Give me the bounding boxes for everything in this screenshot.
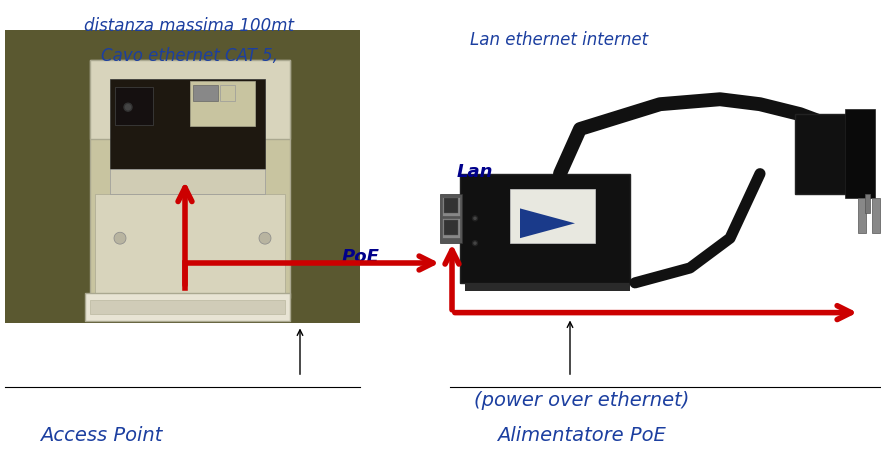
Bar [193, 86, 218, 101]
Bar [85, 293, 290, 320]
Bar [90, 300, 285, 314]
Bar [858, 198, 866, 233]
Ellipse shape [114, 232, 126, 244]
Bar [220, 86, 235, 101]
Bar [95, 194, 285, 293]
Bar [444, 198, 458, 213]
Text: Access Point: Access Point [41, 427, 162, 446]
Bar [460, 174, 630, 283]
Bar [190, 81, 255, 126]
Text: Lan ethernet internet: Lan ethernet internet [470, 31, 648, 49]
Bar [442, 218, 460, 238]
Bar [90, 59, 290, 298]
Bar [510, 189, 595, 243]
Text: Alimentatore PoE: Alimentatore PoE [497, 427, 666, 446]
Text: Lan: Lan [456, 163, 492, 181]
Text: Cavo ethernet CAT 5,: Cavo ethernet CAT 5, [101, 47, 278, 65]
Bar [5, 30, 360, 323]
Bar [444, 220, 458, 235]
Ellipse shape [124, 103, 132, 111]
Bar [440, 194, 462, 243]
Bar [465, 283, 630, 291]
Ellipse shape [259, 232, 271, 244]
Text: (power over ethernet): (power over ethernet) [474, 391, 689, 410]
Text: distanza massima 100mt: distanza massima 100mt [85, 17, 294, 35]
Bar [845, 109, 875, 198]
Bar [90, 59, 290, 139]
Bar [115, 87, 153, 125]
Bar [442, 197, 460, 216]
Ellipse shape [472, 241, 478, 246]
Polygon shape [520, 208, 575, 238]
Bar [865, 194, 870, 213]
Bar [795, 114, 860, 194]
Ellipse shape [472, 216, 478, 221]
Bar [110, 79, 265, 169]
Bar [110, 169, 265, 194]
Bar [872, 198, 880, 233]
Text: PoE: PoE [342, 248, 380, 266]
